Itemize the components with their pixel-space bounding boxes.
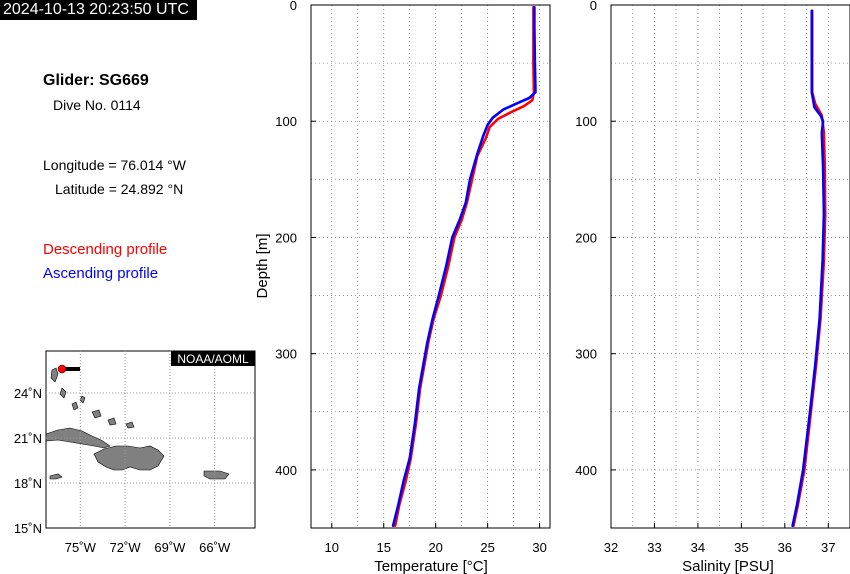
glider-position-marker <box>57 364 67 374</box>
salinity-xtick-label: 34 <box>691 540 705 555</box>
temperature-ytick-label: 400 <box>275 463 297 478</box>
hispaniola-landmass <box>93 445 165 471</box>
map-lon-label: 66˚W <box>199 540 231 555</box>
map-lat-label: 15˚N <box>14 521 42 536</box>
turks-caicos-island <box>125 421 135 429</box>
temperature-xtick-label: 20 <box>428 540 442 555</box>
timestamp-label: 2024-10-13 20:23:50 UTC <box>0 0 197 20</box>
temperature-xlabel: Temperature [°C] <box>374 558 488 574</box>
salinity-xtick-label: 36 <box>778 540 792 555</box>
salinity-plot-frame <box>610 4 850 529</box>
temperature-ascending-line <box>391 6 537 528</box>
salinity-ytick-label: 100 <box>575 114 597 129</box>
temperature-xtick-label: 30 <box>532 540 546 555</box>
salinity-xtick-label: 37 <box>821 540 835 555</box>
temperature-plot-frame <box>310 4 551 529</box>
salinity-series <box>791 9 827 528</box>
glider-title: Glider: SG669 <box>43 72 149 89</box>
map-credit: NOAA/AOML <box>177 352 249 366</box>
bahamas-island-2 <box>59 387 67 399</box>
bahamas-island-6 <box>79 395 86 404</box>
temperature-xtick-label: 10 <box>325 540 339 555</box>
map-lon-label: 75˚W <box>65 540 97 555</box>
salinity-xtick-label: 32 <box>604 540 618 555</box>
bahamas-island-4 <box>91 409 102 419</box>
salinity-ytick-label: 200 <box>575 230 597 245</box>
temperature-xtick-label: 15 <box>377 540 391 555</box>
salinity-ytick-label: 300 <box>575 347 597 362</box>
salinity-tick-labels: 32 33 34 35 36 37 0 100 200 300 400 <box>575 0 835 555</box>
salinity-xtick-label: 35 <box>734 540 748 555</box>
legend-descending: Descending profile <box>43 241 168 258</box>
dive-number: Dive No. 0114 <box>53 97 141 113</box>
depth-ylabel: Depth [m] <box>254 233 271 298</box>
map-lat-label: 24˚N <box>14 386 42 401</box>
bahamas-island-5 <box>107 417 117 426</box>
jamaica-landmass <box>49 473 63 480</box>
temperature-ytick-label: 0 <box>290 0 297 13</box>
map-lat-label: 21˚N <box>14 431 42 446</box>
puerto-rico-landmass <box>203 470 230 480</box>
bahamas-island-1 <box>50 367 59 383</box>
longitude-label: Longitude = 76.014 °W <box>43 157 186 173</box>
temperature-ytick-label: 100 <box>275 114 297 129</box>
glider-track <box>57 364 80 374</box>
salinity-plot-area <box>611 5 850 528</box>
temperature-plot-area <box>311 5 550 528</box>
cuba-landmass <box>45 427 111 449</box>
bahamas-island-3 <box>71 401 79 411</box>
map-gridlines <box>46 351 255 528</box>
map-credit-badge <box>171 351 255 366</box>
salinity-xtick-label: 33 <box>647 540 661 555</box>
salinity-ascending-line <box>791 9 826 528</box>
salinity-ytick-label: 0 <box>590 0 597 13</box>
map-landmasses <box>45 367 230 480</box>
temperature-ytick-label: 300 <box>275 347 297 362</box>
salinity-ytick-label: 400 <box>575 463 597 478</box>
map-tick-labels: 24˚N 21˚N 18˚N 15˚N 75˚W 72˚W 69˚W 66˚W <box>14 386 231 555</box>
temperature-series <box>391 6 537 528</box>
temperature-ytick-label: 200 <box>275 230 297 245</box>
location-map: NOAA/AOML 24˚N 21˚N 18˚N 15˚N 75˚W 72˚W 69˚W 66… <box>14 350 256 555</box>
latitude-label: Latitude = 24.892 °N <box>55 181 184 197</box>
map-lon-label: 72˚W <box>110 540 142 555</box>
map-lat-label: 18˚N <box>14 476 42 491</box>
salinity-chart: 32 33 34 35 36 37 0 100 200 300 400 Salinity [PSU] <box>575 0 850 574</box>
salinity-xlabel: Salinity [PSU] <box>682 558 774 574</box>
temperature-xtick-label: 25 <box>480 540 494 555</box>
map-lon-label: 69˚W <box>154 540 186 555</box>
legend-ascending: Ascending profile <box>43 265 159 282</box>
